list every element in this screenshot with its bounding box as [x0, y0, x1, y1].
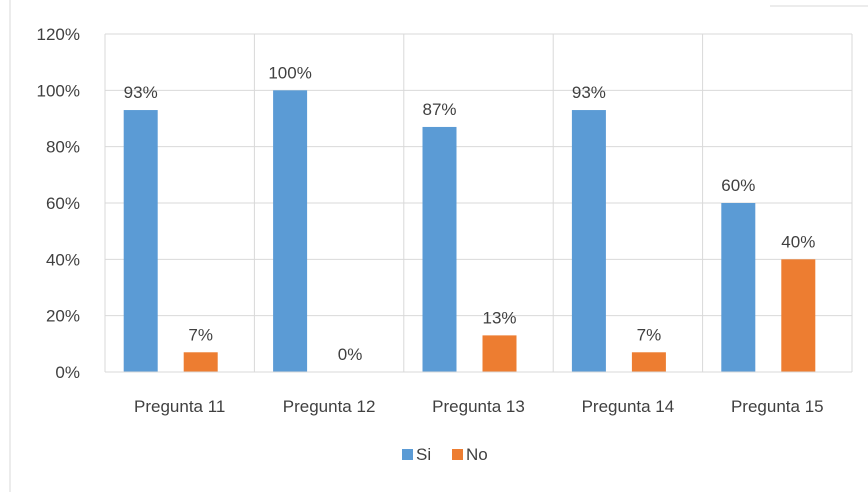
bar-no	[631, 352, 666, 372]
bar-series	[123, 90, 816, 373]
y-tick-label: 0%	[55, 363, 80, 382]
data-label: 87%	[422, 100, 456, 119]
bar-si	[273, 90, 308, 372]
bar-no	[183, 352, 218, 372]
data-label: 7%	[188, 325, 213, 344]
x-axis: Pregunta 11 Pregunta 12 Pregunta 13 Pregunt…	[105, 371, 852, 416]
bar-no	[482, 335, 517, 372]
legend: Si No	[402, 445, 488, 464]
y-tick-label: 100%	[37, 81, 80, 100]
y-tick-label: 20%	[46, 307, 80, 326]
y-tick-label: 40%	[46, 250, 80, 269]
data-label: 40%	[781, 232, 815, 251]
data-label: 0%	[338, 345, 363, 364]
y-tick-label: 120%	[37, 25, 80, 44]
x-tick-label: Pregunta 14	[582, 397, 675, 416]
y-tick-label: 60%	[46, 194, 80, 213]
data-labels: 93% 7% 100% 0% 87% 13% 93% 7% 60% 40%	[124, 63, 816, 364]
x-tick-label: Pregunta 13	[432, 397, 525, 416]
legend-label-si: Si	[416, 445, 431, 464]
bar-si	[721, 203, 756, 372]
data-label: 7%	[637, 325, 662, 344]
legend-label-no: No	[466, 445, 488, 464]
legend-swatch-si	[402, 449, 413, 460]
bar-si	[422, 126, 457, 372]
data-label: 93%	[572, 83, 606, 102]
y-axis: 0% 20% 40% 60% 80% 100% 120%	[37, 25, 80, 382]
x-tick-label: Pregunta 15	[731, 397, 824, 416]
data-label: 93%	[124, 83, 158, 102]
data-label: 100%	[268, 63, 311, 82]
bar-si	[571, 110, 606, 373]
legend-swatch-no	[452, 449, 463, 460]
bar-no	[781, 259, 816, 372]
y-tick-label: 80%	[46, 138, 80, 157]
x-tick-label: Pregunta 12	[283, 397, 376, 416]
data-label: 60%	[721, 176, 755, 195]
x-tick-label: Pregunta 11	[134, 397, 225, 416]
bar-si	[123, 110, 158, 373]
data-label: 13%	[482, 308, 516, 327]
